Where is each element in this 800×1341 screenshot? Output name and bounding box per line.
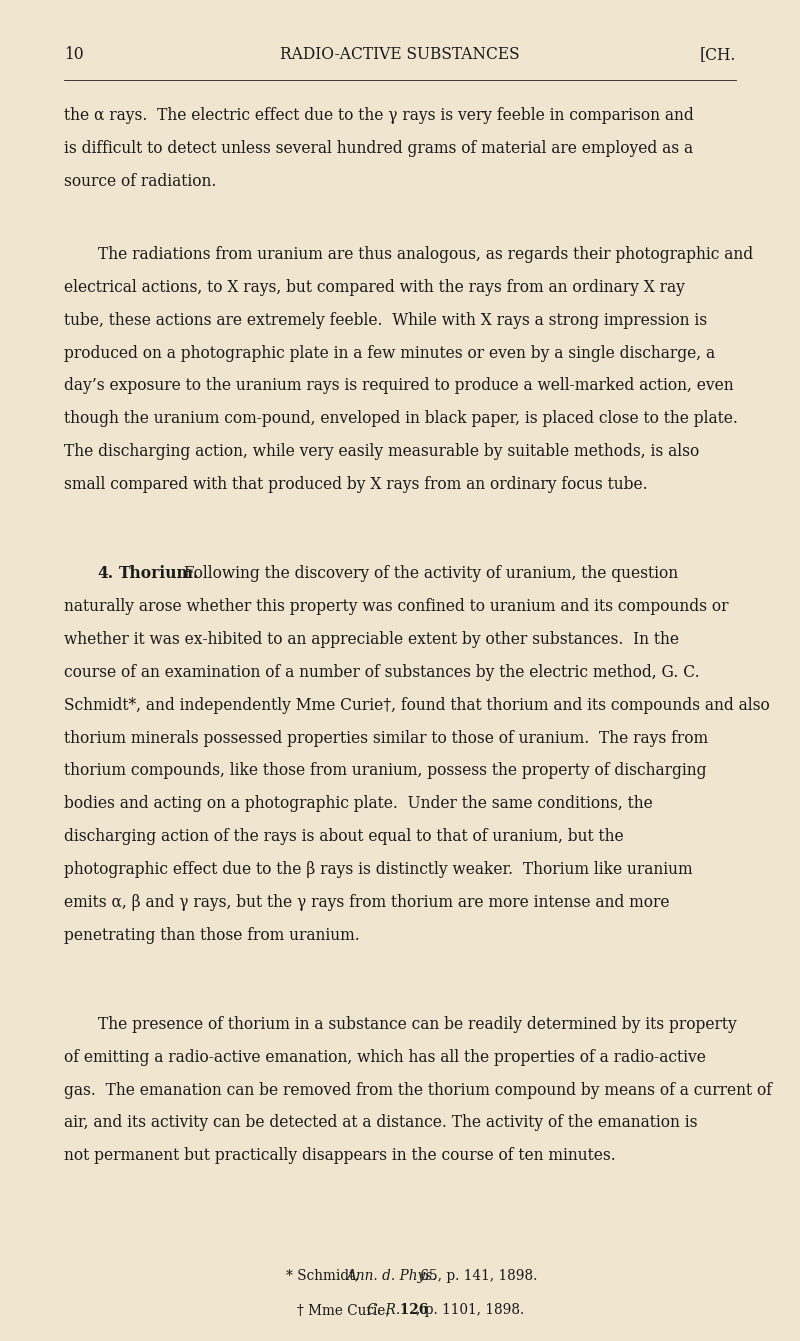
Text: thorium compounds, like those from uranium, possess the property of discharging: thorium compounds, like those from urani… bbox=[64, 762, 706, 779]
Text: bodies and acting on a photographic plate.  Under the same conditions, the: bodies and acting on a photographic plat… bbox=[64, 795, 653, 813]
Text: C. R.: C. R. bbox=[367, 1303, 401, 1317]
Text: Thorium.: Thorium. bbox=[118, 565, 198, 582]
Text: 126: 126 bbox=[394, 1303, 428, 1317]
Text: tube, these actions are extremely feeble.  While with X rays a strong impression: tube, these actions are extremely feeble… bbox=[64, 311, 707, 329]
Text: naturally arose whether this property was confined to uranium and its compounds : naturally arose whether this property wa… bbox=[64, 598, 729, 616]
Text: The discharging action, while very easily measurable by suitable methods, is als: The discharging action, while very easil… bbox=[64, 443, 699, 460]
Text: of emitting a radio-active emanation, which has all the properties of a radio-ac: of emitting a radio-active emanation, wh… bbox=[64, 1049, 706, 1066]
Text: day’s exposure to the uranium rays is required to produce a well-marked action, : day’s exposure to the uranium rays is re… bbox=[64, 378, 734, 394]
Text: Ann. d. Phys.: Ann. d. Phys. bbox=[346, 1269, 436, 1282]
Text: though the uranium com­pound, enveloped in black paper, is placed close to the p: though the uranium com­pound, enveloped … bbox=[64, 410, 738, 428]
Text: * Schmidt,: * Schmidt, bbox=[286, 1269, 363, 1282]
Text: The presence of thorium in a substance can be readily determined by its property: The presence of thorium in a substance c… bbox=[98, 1015, 736, 1033]
Text: 4.: 4. bbox=[98, 565, 114, 582]
Text: discharging action of the rays is about equal to that of uranium, but the: discharging action of the rays is about … bbox=[64, 827, 624, 845]
Text: source of radiation.: source of radiation. bbox=[64, 173, 216, 190]
Text: is difficult to detect unless several hundred grams of material are employed as : is difficult to detect unless several hu… bbox=[64, 141, 693, 157]
Text: electrical actions, to X rays, but compared with the rays from an ordinary X ray: electrical actions, to X rays, but compa… bbox=[64, 279, 685, 296]
Text: [CH.: [CH. bbox=[700, 46, 736, 63]
Text: Schmidt*, and independently Mme Curie†, found that thorium and its compounds and: Schmidt*, and independently Mme Curie†, … bbox=[64, 696, 770, 713]
Text: 65, p. 141, 1898.: 65, p. 141, 1898. bbox=[416, 1269, 538, 1282]
Text: 10: 10 bbox=[64, 46, 84, 63]
Text: The radiations from uranium are thus analogous, as regards their photographic an: The radiations from uranium are thus ana… bbox=[98, 247, 753, 263]
Text: gas.  The emanation can be removed from the thorium compound by means of a curre: gas. The emanation can be removed from t… bbox=[64, 1081, 772, 1098]
Text: whether it was ex­hibited to an appreciable extent by other substances.  In the: whether it was ex­hibited to an apprecia… bbox=[64, 630, 679, 648]
Text: † Mme Curie,: † Mme Curie, bbox=[297, 1303, 394, 1317]
Text: course of an examination of a number of substances by the electric method, G. C.: course of an examination of a number of … bbox=[64, 664, 700, 681]
Text: photographic effect due to the β rays is distinctly weaker.  Thorium like uraniu: photographic effect due to the β rays is… bbox=[64, 861, 693, 878]
Text: not permanent but practically disappears in the course of ten minutes.: not permanent but practically disappears… bbox=[64, 1147, 616, 1164]
Text: emits α, β and γ rays, but the γ rays from thorium are more intense and more: emits α, β and γ rays, but the γ rays fr… bbox=[64, 893, 670, 911]
Text: air, and its activity can be detected at a distance. The activity of the emanati: air, and its activity can be detected at… bbox=[64, 1114, 698, 1132]
Text: the α rays.  The electric effect due to the γ rays is very feeble in comparison : the α rays. The electric effect due to t… bbox=[64, 107, 694, 125]
Text: small compared with that produced by X rays from an ordinary focus tube.: small compared with that produced by X r… bbox=[64, 476, 648, 493]
Text: RADIO-ACTIVE SUBSTANCES: RADIO-ACTIVE SUBSTANCES bbox=[280, 46, 520, 63]
Text: Following the discovery of the activity of uranium, the question: Following the discovery of the activity … bbox=[179, 565, 678, 582]
Text: thorium minerals possessed properties similar to those of uranium.  The rays fro: thorium minerals possessed properties si… bbox=[64, 730, 708, 747]
Text: , p. 1101, 1898.: , p. 1101, 1898. bbox=[416, 1303, 525, 1317]
Text: produced on a photographic plate in a few minutes or even by a single discharge,: produced on a photographic plate in a fe… bbox=[64, 345, 715, 362]
Text: penetrating than those from uranium.: penetrating than those from uranium. bbox=[64, 927, 360, 944]
